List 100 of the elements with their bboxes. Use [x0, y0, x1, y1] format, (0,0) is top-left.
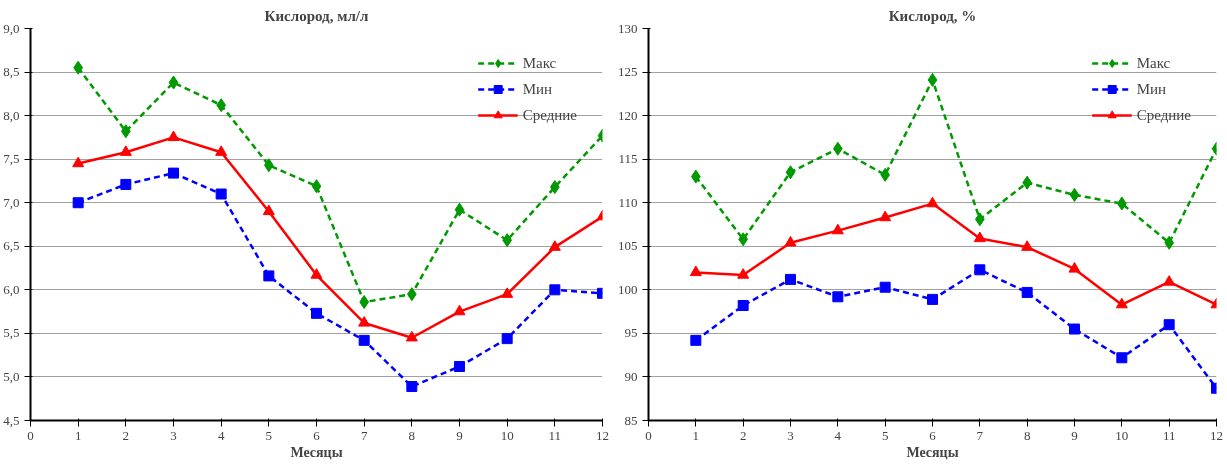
y-tick-label: 120 — [618, 107, 638, 123]
point — [784, 235, 797, 247]
point — [310, 268, 323, 279]
point — [737, 300, 749, 312]
point — [1069, 323, 1080, 335]
point — [785, 273, 796, 285]
x-tick-label: 7 — [360, 427, 368, 443]
point — [879, 210, 892, 222]
x-tick-label: 0 — [645, 427, 652, 443]
x-tick-label: 10 — [1115, 427, 1129, 443]
x-tick-label: 9 — [1071, 427, 1078, 443]
point — [927, 293, 938, 305]
y-tick-label: 4,5 — [3, 412, 20, 428]
x-tick-label: 9 — [456, 427, 463, 443]
x-tick-label: 12 — [1210, 427, 1223, 443]
x-axis-title: Месяцы — [290, 444, 343, 460]
x-tick-label: 10 — [500, 427, 514, 443]
point — [215, 188, 227, 200]
legend-label: Мин — [1136, 80, 1167, 98]
point — [1021, 240, 1034, 251]
y-tick-label: 115 — [618, 151, 638, 167]
legend-label: Средние — [1136, 106, 1191, 124]
point — [168, 75, 179, 90]
point — [549, 284, 561, 296]
point — [1115, 297, 1128, 309]
point — [453, 304, 466, 316]
legend-label: Макс — [1136, 54, 1171, 72]
x-axis-title: Месяцы — [906, 444, 959, 460]
point — [311, 179, 322, 194]
point — [501, 333, 513, 345]
y-tick-label: 7,5 — [3, 151, 20, 167]
y-tick-label: 9,0 — [3, 20, 20, 36]
y-tick-label: 8,0 — [3, 107, 20, 123]
x-tick-label: 3 — [170, 427, 177, 443]
point — [785, 165, 796, 180]
point — [358, 334, 370, 346]
x-tick-label: 8 — [1023, 427, 1031, 443]
chart-title: Кислород, мл/л — [264, 7, 369, 24]
x-tick-label: 5 — [881, 427, 889, 443]
y-tick-label: 90 — [624, 368, 638, 384]
point — [690, 334, 702, 346]
legend-label: Средние — [522, 106, 577, 124]
point — [548, 240, 561, 251]
point — [832, 291, 844, 303]
point — [262, 204, 275, 216]
y-tick-label: 95 — [624, 325, 638, 341]
point — [1069, 187, 1080, 202]
point — [1021, 286, 1033, 298]
x-tick-label: 1 — [74, 427, 82, 443]
point — [689, 265, 702, 277]
x-tick-label: 4 — [217, 427, 225, 443]
x-tick-label: 4 — [834, 427, 842, 443]
point — [454, 202, 465, 217]
y-tick-label: 5,0 — [3, 368, 20, 384]
point — [831, 223, 844, 235]
x-tick-label: 2 — [122, 427, 130, 443]
y-tick-label: 85 — [624, 412, 638, 428]
x-tick-label: 3 — [787, 427, 794, 443]
point — [879, 281, 891, 293]
x-tick-label: 7 — [976, 427, 984, 443]
y-tick-label: 110 — [618, 194, 638, 210]
x-tick-label: 8 — [408, 427, 416, 443]
x-tick-label: 11 — [1162, 427, 1176, 443]
y-tick-label: 5,5 — [3, 325, 20, 341]
point — [311, 307, 322, 319]
y-tick-label: 6,5 — [3, 238, 20, 254]
x-tick-label: 1 — [692, 427, 700, 443]
point — [737, 268, 750, 279]
point — [1163, 275, 1176, 286]
x-tick-label: 11 — [548, 427, 562, 443]
x-tick-label: 12 — [596, 427, 609, 443]
chart-title: Кислород, % — [888, 7, 977, 24]
point — [119, 145, 132, 156]
point — [454, 360, 465, 372]
point — [405, 330, 418, 342]
x-tick-label: 5 — [265, 427, 273, 443]
point — [215, 145, 228, 156]
point — [72, 197, 84, 209]
legend-label: Макс — [522, 54, 557, 72]
point — [974, 264, 986, 276]
point — [1163, 319, 1175, 331]
x-tick-label: 2 — [739, 427, 747, 443]
point — [501, 287, 514, 298]
point — [167, 130, 180, 142]
y-tick-label: 130 — [618, 20, 638, 36]
point — [168, 167, 179, 179]
point — [1068, 262, 1081, 273]
point — [120, 178, 132, 190]
point — [263, 270, 275, 282]
legend-label: Мин — [522, 80, 553, 98]
point — [406, 381, 418, 393]
point — [926, 196, 939, 208]
y-tick-label: 6,0 — [3, 281, 20, 297]
y-tick-label: 8,5 — [3, 64, 20, 80]
y-tick-label: 100 — [618, 281, 638, 297]
x-tick-label: 6 — [929, 427, 937, 443]
y-tick-label: 105 — [618, 238, 638, 254]
point — [973, 231, 986, 243]
x-tick-label: 0 — [27, 427, 34, 443]
point — [1116, 352, 1128, 364]
